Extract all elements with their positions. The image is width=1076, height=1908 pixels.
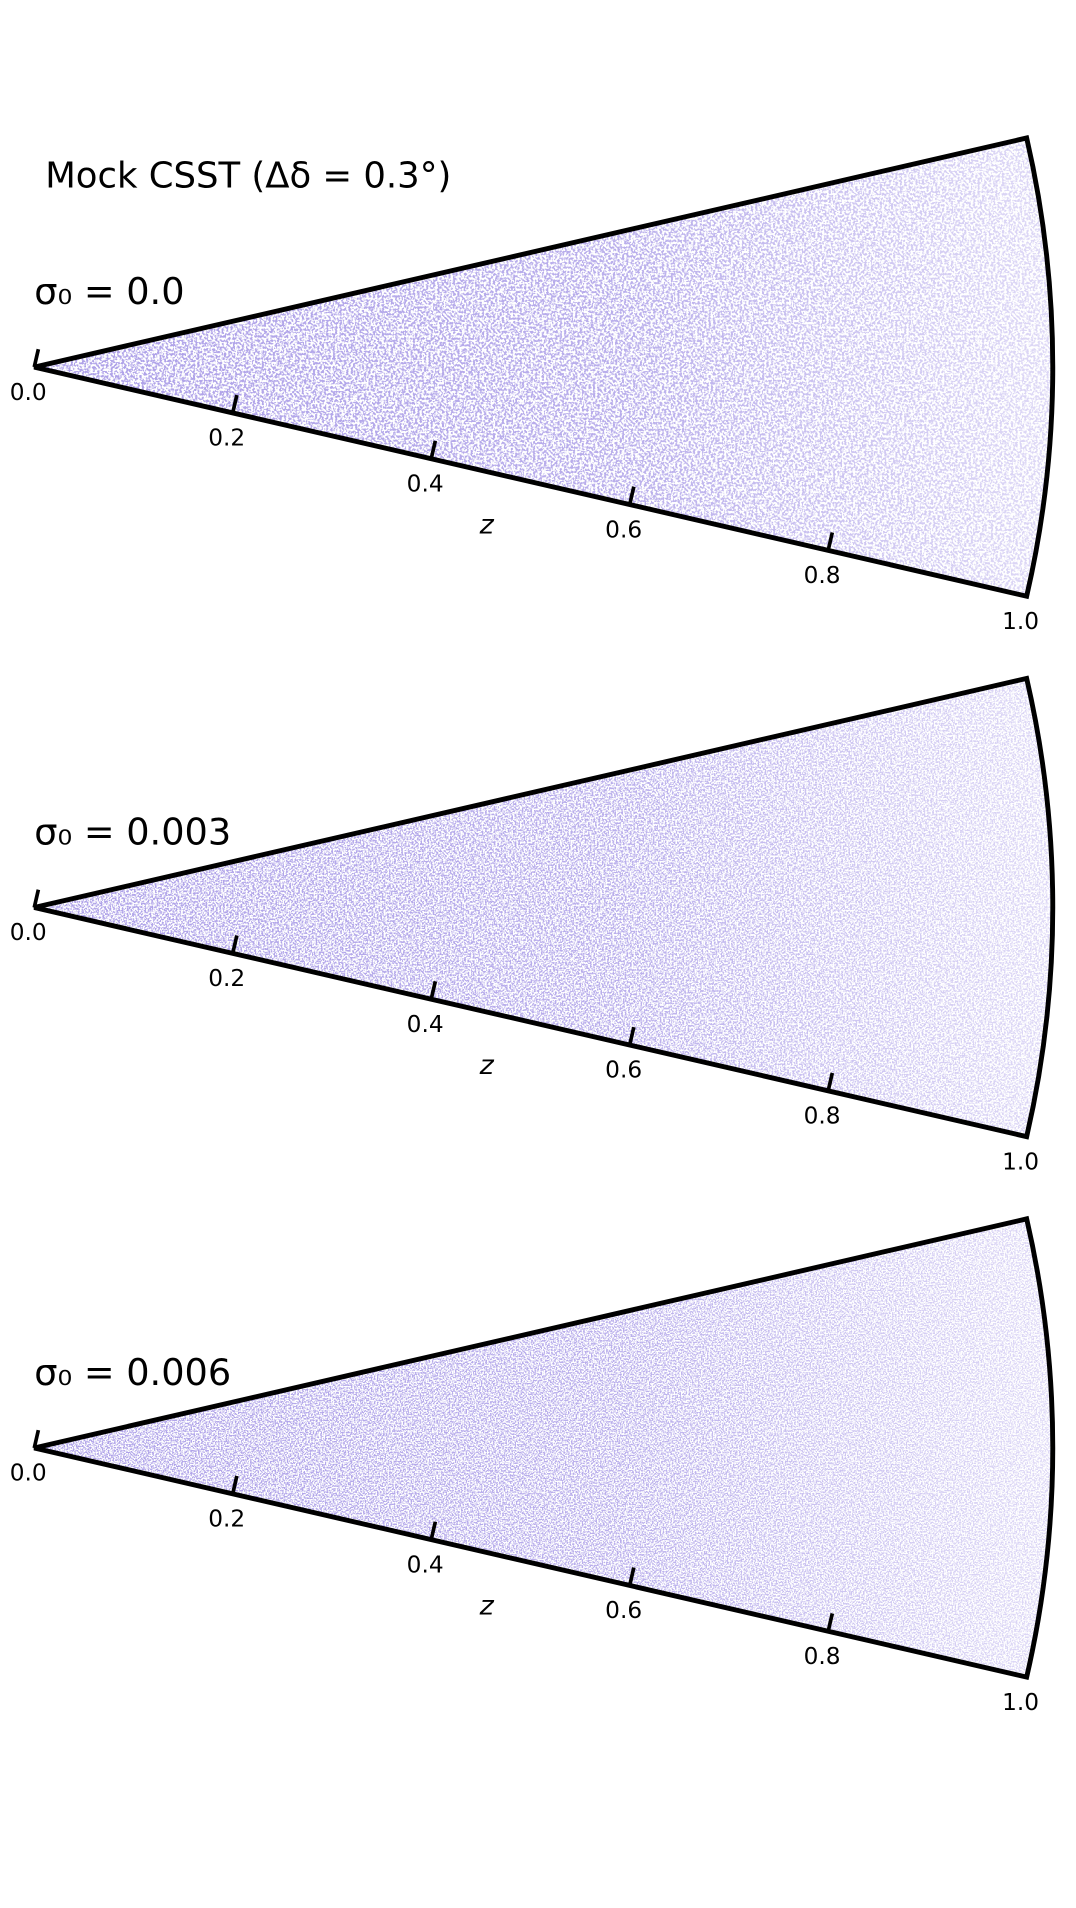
x-tick <box>230 935 239 954</box>
point-cloud <box>34 137 1053 597</box>
x-tick-label: 1.0 <box>1002 608 1039 635</box>
point-cloud <box>34 678 1053 1137</box>
x-tick <box>627 1026 636 1046</box>
x-tick-label: 0.2 <box>208 1506 245 1533</box>
x-tick-label: 0.2 <box>208 425 245 452</box>
x-tick-label: 0.8 <box>804 1103 841 1130</box>
wedge-outline <box>33 675 1056 1140</box>
wedge-outline <box>33 1215 1056 1681</box>
x-tick-label: 0.4 <box>407 1551 444 1578</box>
x-tick <box>627 1567 636 1586</box>
x-tick-label: 1.0 <box>1002 1689 1039 1716</box>
wedge-outline <box>33 135 1056 600</box>
x-tick-label: 0.6 <box>605 1057 642 1084</box>
x-axis-label: z <box>479 510 495 541</box>
x-tick-label: 0.8 <box>804 562 841 589</box>
x-tick-label: 0.8 <box>804 1643 841 1670</box>
x-tick <box>230 394 239 414</box>
x-axis-label: z <box>479 1050 495 1081</box>
panel-annotation: σ₀ = 0.006 <box>34 1351 231 1394</box>
panel-annotation: σ₀ = 0.003 <box>34 811 231 854</box>
x-tick-label: 0.4 <box>407 470 444 497</box>
panel-annotation: σ₀ = 0.0 <box>34 270 184 313</box>
x-tick-label: 0.0 <box>10 379 47 406</box>
x-tick-label: 0.0 <box>10 919 47 946</box>
x-tick <box>1024 1658 1033 1678</box>
x-tick <box>32 889 41 908</box>
x-tick-label: 0.4 <box>407 1011 444 1038</box>
x-tick-label: 0.6 <box>605 516 642 543</box>
x-tick <box>1024 1118 1033 1138</box>
x-tick-label: 0.2 <box>208 965 245 992</box>
x-tick-label: 0.0 <box>10 1460 47 1487</box>
x-tick <box>429 1521 438 1541</box>
x-tick <box>826 1612 835 1632</box>
x-tick-label: 1.0 <box>1002 1148 1039 1175</box>
x-tick <box>32 348 41 368</box>
x-tick <box>230 1475 239 1495</box>
point-cloud <box>34 1218 1053 1678</box>
x-tick <box>429 980 438 1000</box>
x-tick <box>627 486 636 505</box>
x-tick-label: 0.6 <box>605 1597 642 1624</box>
x-tick <box>429 440 438 460</box>
chart-title: Mock CSST (Δδ = 0.3°) <box>45 156 451 197</box>
x-tick <box>1024 577 1033 597</box>
x-tick <box>826 1072 835 1092</box>
x-tick <box>826 532 835 551</box>
x-axis-label: z <box>479 1590 495 1621</box>
x-tick <box>32 1429 41 1449</box>
